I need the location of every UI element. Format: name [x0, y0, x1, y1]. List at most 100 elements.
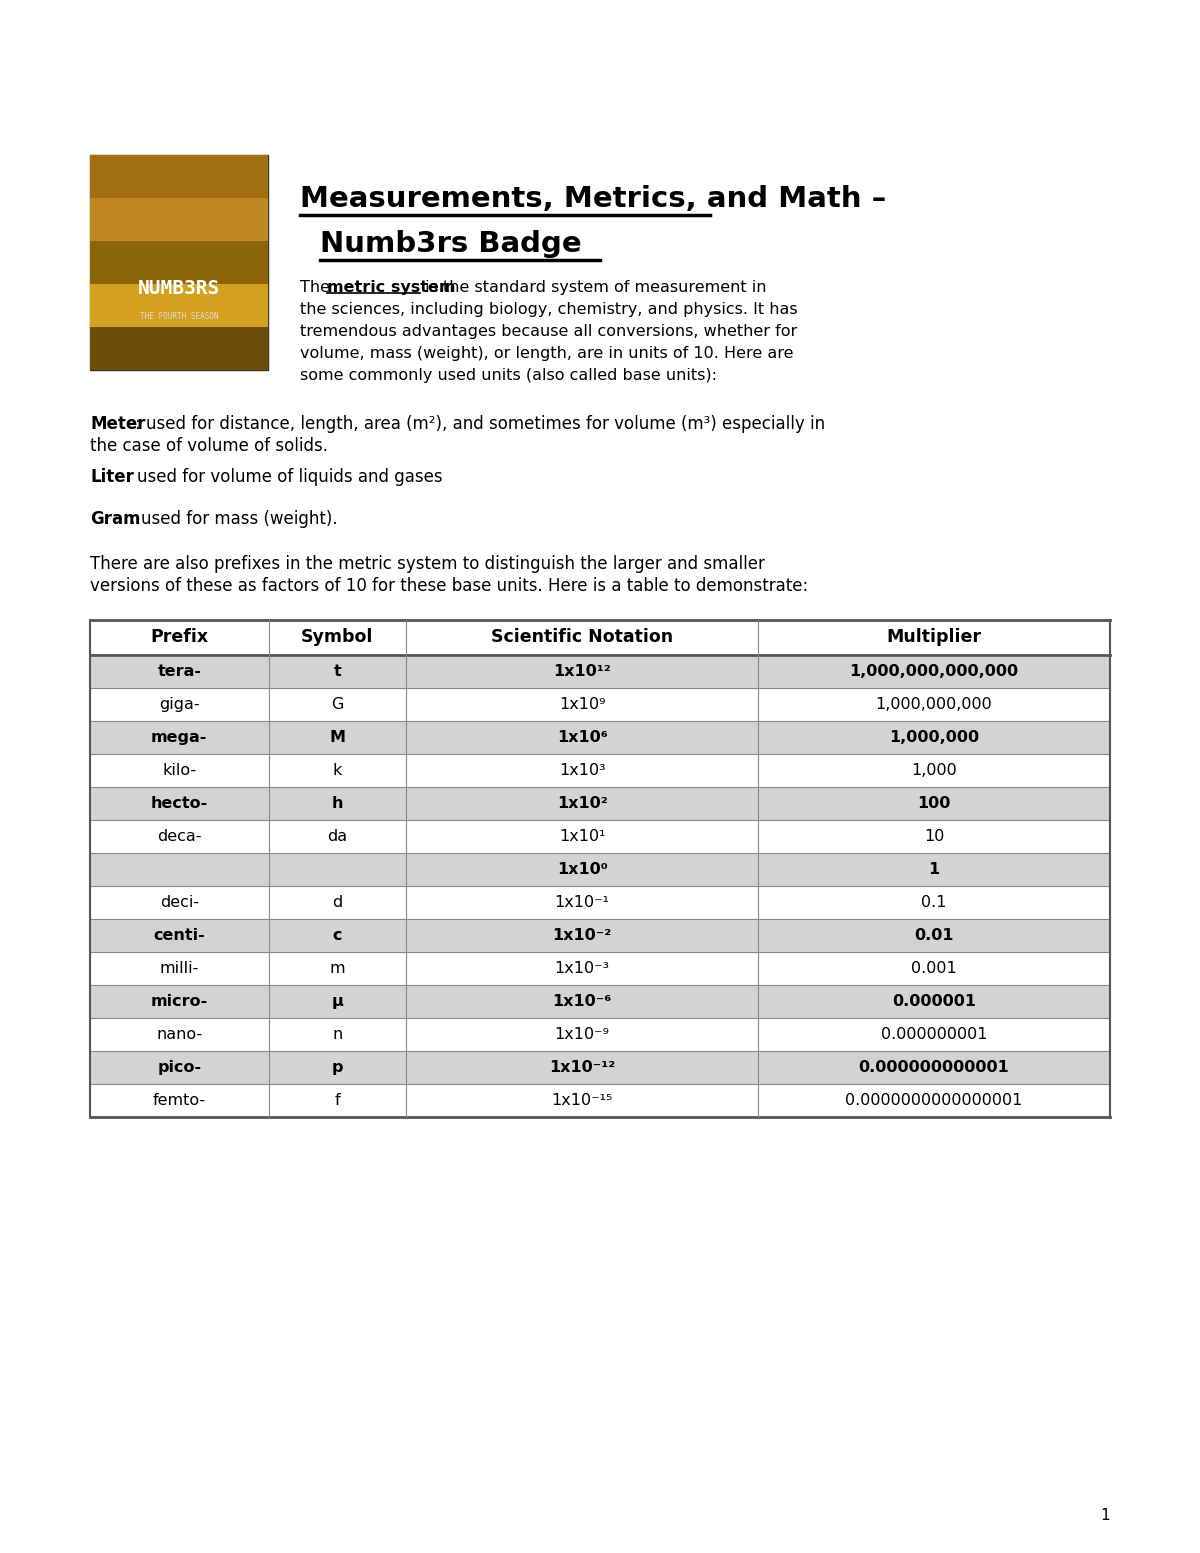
Text: 1x10¹²: 1x10¹²: [553, 665, 611, 679]
Text: 1x10³: 1x10³: [559, 763, 606, 778]
Text: : used for mass (weight).: : used for mass (weight).: [130, 509, 337, 528]
Text: da: da: [328, 829, 348, 843]
Text: 1,000,000: 1,000,000: [889, 730, 979, 745]
Text: 10: 10: [924, 829, 944, 843]
Bar: [90, 1019, 1110, 1051]
Bar: [90, 853, 1110, 887]
Text: 1: 1: [929, 862, 940, 877]
Bar: [90, 155, 268, 197]
Text: 1x10⁻¹⁵: 1x10⁻¹⁵: [552, 1093, 613, 1107]
Bar: [90, 655, 1110, 688]
Bar: [90, 985, 1110, 1019]
Bar: [90, 820, 1110, 853]
Text: 0.001: 0.001: [911, 961, 956, 975]
Bar: [90, 328, 268, 370]
Text: μ: μ: [331, 994, 343, 1009]
Text: 1x10⁻²: 1x10⁻²: [552, 929, 612, 943]
Text: 1x10²: 1x10²: [557, 797, 607, 811]
Bar: [90, 197, 268, 241]
Text: p: p: [331, 1061, 343, 1075]
Text: t: t: [334, 665, 341, 679]
Bar: [90, 952, 1110, 985]
Text: 1,000,000,000,000: 1,000,000,000,000: [850, 665, 1019, 679]
Text: 0.000000000001: 0.000000000001: [859, 1061, 1009, 1075]
Text: centi-: centi-: [154, 929, 205, 943]
Text: n: n: [332, 1027, 342, 1042]
Bar: [90, 919, 1110, 952]
Text: deca-: deca-: [157, 829, 202, 843]
Text: 1x10⁶: 1x10⁶: [557, 730, 607, 745]
Text: some commonly used units (also called base units):: some commonly used units (also called ba…: [300, 368, 718, 384]
Text: NUMB3RS: NUMB3RS: [138, 280, 220, 298]
Text: deci-: deci-: [160, 895, 199, 910]
Text: tremendous advantages because all conversions, whether for: tremendous advantages because all conver…: [300, 325, 797, 339]
Bar: [90, 887, 1110, 919]
Text: Gram: Gram: [90, 509, 140, 528]
Text: micro-: micro-: [151, 994, 208, 1009]
Text: The: The: [300, 280, 335, 295]
Text: k: k: [332, 763, 342, 778]
Text: 1x10⁻¹²: 1x10⁻¹²: [550, 1061, 616, 1075]
Bar: [90, 284, 268, 328]
Text: Numb3rs Badge: Numb3rs Badge: [320, 230, 582, 258]
Text: Liter: Liter: [90, 467, 134, 486]
Text: hecto-: hecto-: [151, 797, 208, 811]
Text: femto-: femto-: [152, 1093, 206, 1107]
Text: 0.01: 0.01: [914, 929, 954, 943]
Text: giga-: giga-: [158, 697, 199, 711]
Text: c: c: [332, 929, 342, 943]
Text: versions of these as factors of 10 for these base units. Here is a table to demo: versions of these as factors of 10 for t…: [90, 578, 809, 595]
Text: the sciences, including biology, chemistry, and physics. It has: the sciences, including biology, chemist…: [300, 301, 798, 317]
Text: 1,000: 1,000: [911, 763, 956, 778]
Text: 1: 1: [1100, 1508, 1110, 1522]
Text: m: m: [330, 961, 346, 975]
Text: 1x10⁻³: 1x10⁻³: [554, 961, 610, 975]
Text: d: d: [332, 895, 342, 910]
Text: 1x10¹: 1x10¹: [559, 829, 606, 843]
Text: Prefix: Prefix: [150, 629, 209, 646]
Text: 1,000,000,000: 1,000,000,000: [876, 697, 992, 711]
Text: f: f: [335, 1093, 340, 1107]
Bar: [90, 721, 1110, 755]
Text: Scientific Notation: Scientific Notation: [491, 629, 673, 646]
Bar: [90, 1084, 1110, 1117]
Bar: [90, 755, 1110, 787]
Text: the case of volume of solids.: the case of volume of solids.: [90, 436, 328, 455]
Bar: [90, 1051, 1110, 1084]
Text: : used for volume of liquids and gases: : used for volume of liquids and gases: [126, 467, 443, 486]
Text: Symbol: Symbol: [301, 629, 373, 646]
Text: 1x10⁻⁶: 1x10⁻⁶: [552, 994, 612, 1009]
Text: : used for distance, length, area (m²), and sometimes for volume (m³) especially: : used for distance, length, area (m²), …: [134, 415, 826, 433]
Text: 1x10⁻¹: 1x10⁻¹: [554, 895, 610, 910]
Text: 1x10⁻⁹: 1x10⁻⁹: [554, 1027, 610, 1042]
Text: 1x10⁹: 1x10⁹: [559, 697, 606, 711]
Text: nano-: nano-: [156, 1027, 203, 1042]
Text: h: h: [331, 797, 343, 811]
Bar: [90, 241, 268, 284]
Text: Measurements, Metrics, and Math –: Measurements, Metrics, and Math –: [300, 185, 887, 213]
Text: G: G: [331, 697, 343, 711]
Text: mega-: mega-: [151, 730, 208, 745]
Bar: [90, 688, 1110, 721]
Text: Multiplier: Multiplier: [887, 629, 982, 646]
Text: There are also prefixes in the metric system to distinguish the larger and small: There are also prefixes in the metric sy…: [90, 554, 764, 573]
Text: 0.000001: 0.000001: [892, 994, 976, 1009]
Bar: [90, 620, 1110, 655]
Text: 0.000000001: 0.000000001: [881, 1027, 988, 1042]
Text: 0.0000000000000001: 0.0000000000000001: [845, 1093, 1022, 1107]
Bar: [90, 787, 1110, 820]
Text: kilo-: kilo-: [162, 763, 197, 778]
Text: Meter: Meter: [90, 415, 145, 433]
Text: THE FOURTH SEASON: THE FOURTH SEASON: [139, 312, 218, 321]
Text: 1x10⁰: 1x10⁰: [557, 862, 607, 877]
Text: tera-: tera-: [157, 665, 202, 679]
Text: is the standard system of measurement in: is the standard system of measurement in: [420, 280, 767, 295]
Text: pico-: pico-: [157, 1061, 202, 1075]
Text: M: M: [329, 730, 346, 745]
Bar: [90, 155, 268, 370]
Text: metric system: metric system: [326, 280, 456, 295]
Text: 0.1: 0.1: [922, 895, 947, 910]
Text: volume, mass (weight), or length, are in units of 10. Here are: volume, mass (weight), or length, are in…: [300, 346, 793, 360]
Text: milli-: milli-: [160, 961, 199, 975]
Text: 100: 100: [917, 797, 950, 811]
